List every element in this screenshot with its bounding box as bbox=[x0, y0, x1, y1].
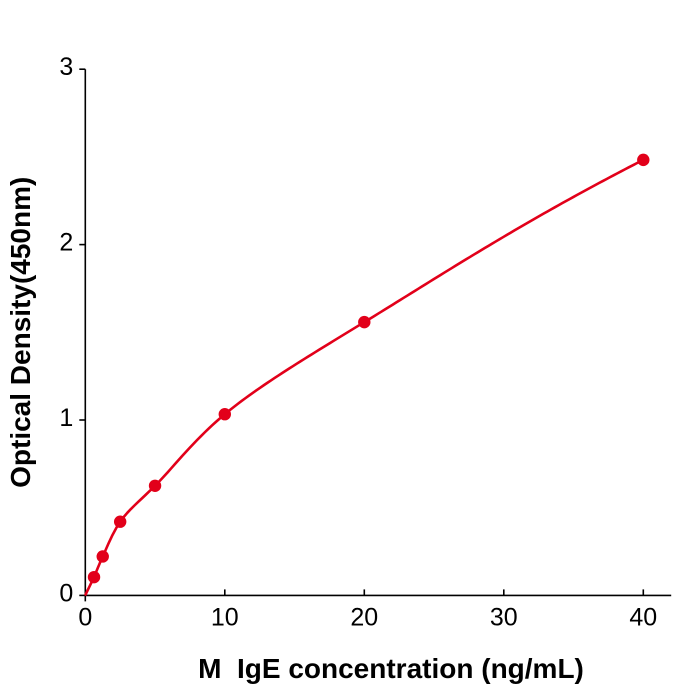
svg-text:0: 0 bbox=[78, 603, 92, 631]
svg-text:10: 10 bbox=[211, 603, 239, 631]
svg-text:30: 30 bbox=[490, 603, 518, 631]
svg-text:0: 0 bbox=[59, 579, 73, 607]
svg-text:1: 1 bbox=[59, 404, 73, 432]
svg-text:M IgE concentration (ng/mL): M IgE concentration (ng/mL) bbox=[198, 653, 584, 684]
svg-text:Optical Density(450nm): Optical Density(450nm) bbox=[5, 177, 36, 488]
svg-text:3: 3 bbox=[59, 53, 73, 81]
svg-text:20: 20 bbox=[350, 603, 378, 631]
svg-text:40: 40 bbox=[629, 603, 657, 631]
svg-text:2: 2 bbox=[59, 229, 73, 257]
